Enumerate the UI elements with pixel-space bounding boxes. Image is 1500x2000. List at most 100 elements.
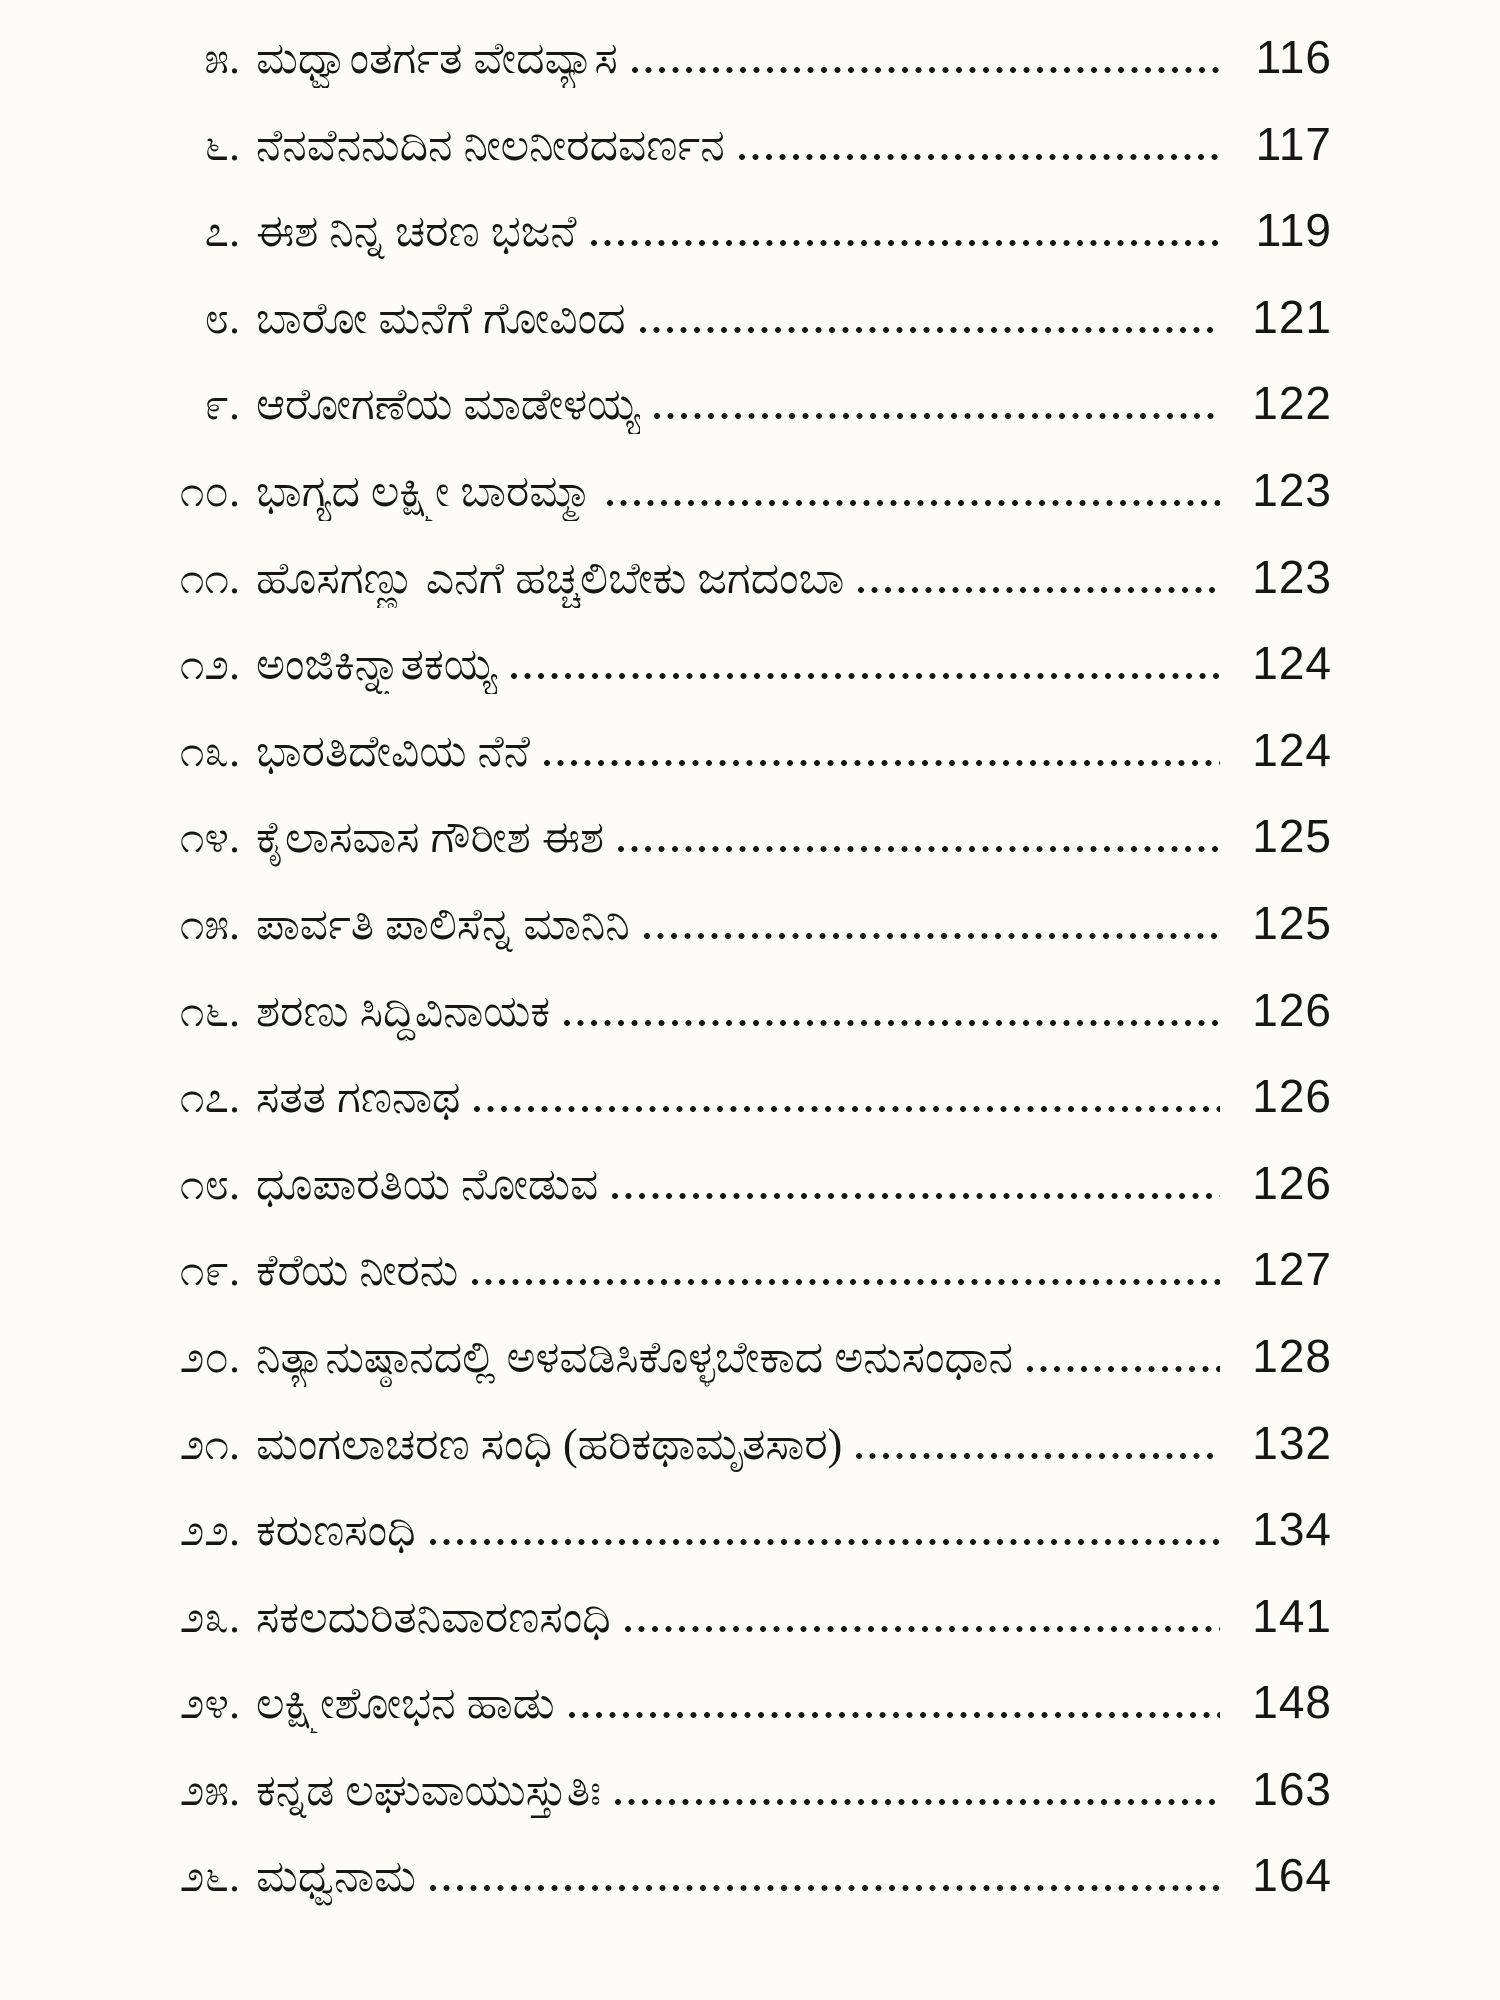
toc-entry-title: ನಿತ್ಯಾನುಷ್ಠಾನದಲ್ಲಿ ಅಳವಡಿಸಿಕೊಳ್ಳಬೇಕಾದ ಅನು… (256, 1332, 1013, 1382)
toc-entry: ೨೦. ನಿತ್ಯಾನುಷ್ಠಾನದಲ್ಲಿ ಅಳವಡಿಸಿಕೊಳ್ಳಬೇಕಾದ… (150, 1327, 1332, 1414)
toc-entry-page: 163 (1252, 1762, 1332, 1815)
toc-entry-page: 119 (1255, 204, 1332, 257)
dot-leader (856, 1452, 1220, 1459)
toc-entry-number: ೬. (204, 120, 240, 170)
toc-entry-page: 148 (1252, 1676, 1332, 1729)
toc-entry-number: ೯. (204, 380, 240, 430)
toc-entry-number: ೧೬. (179, 986, 240, 1036)
toc-entry-page: 128 (1252, 1329, 1332, 1382)
toc-entry-page: 127 (1252, 1243, 1332, 1296)
dot-leader (639, 326, 1220, 333)
dot-leader (544, 759, 1220, 766)
toc-entry-number: ೧೮. (179, 1159, 240, 1209)
toc-entry: ೧೧. ಹೊಸಗಣ್ಣು ಎನಗೆ ಹಚ್ಚಲಿಬೇಕು ಜಗದಂಬಾ 123 (150, 548, 1332, 635)
toc-entry-page: 122 (1252, 377, 1332, 430)
toc-entry-page: 164 (1252, 1849, 1332, 1902)
toc-entry: ೧೮. ಧೂಪಾರತಿಯ ನೋಡುವ 126 (150, 1154, 1332, 1241)
toc-entry: ೯. ಆರೋಗಣೆಯ ಮಾಡೇಳಯ್ಯ 122 (150, 374, 1332, 461)
toc-entry: ೭. ಈಶ ನಿನ್ನ ಚರಣ ಭಜನೆ 119 (150, 201, 1332, 288)
toc-entry: ೫. ಮಧ್ವಾಂತರ್ಗತ ವೇದವ್ಯಾಸ 116 (150, 28, 1332, 115)
toc-entry: ೨೫. ಕನ್ನಡ ಲಘುವಾಯುಸ್ತುತಿಃ 163 (150, 1760, 1332, 1847)
toc-entry-title: ಬಾರೋ ಮನೆಗೆ ಗೋವಿಂದ (256, 293, 626, 343)
toc-entry: ೨೩. ಸಕಲದುರಿತನಿವಾರಣಸಂಧಿ 141 (150, 1587, 1332, 1674)
dot-leader (568, 1712, 1220, 1719)
toc-entry-title: ಹೊಸಗಣ್ಣು ಎನಗೆ ಹಚ್ಚಲಿಬೇಕು ಜಗದಂಬಾ (256, 553, 845, 603)
toc-entry-number: ೨೪. (179, 1679, 240, 1729)
dot-leader (624, 1625, 1220, 1632)
toc-entry-page: 126 (1252, 983, 1332, 1036)
toc-entry-title: ಭಾಗ್ಯದ ಲಕ್ಷ್ಮೀ ಬಾರಮ್ಮಾ (256, 466, 593, 516)
toc-entry-page: 125 (1252, 810, 1332, 863)
toc-entry-title: ಮಧ್ವನಾಮ (256, 1852, 416, 1902)
dot-leader (564, 1019, 1220, 1026)
toc-entry-number: ೨೬. (179, 1852, 240, 1902)
toc-entry: ೧೬. ಶರಣು ಸಿದ್ಧಿವಿನಾಯಕ 126 (150, 981, 1332, 1068)
toc-entry-number: ೭. (204, 207, 240, 257)
toc-entry-number: ೨೦. (179, 1332, 240, 1382)
dot-leader (472, 1279, 1220, 1286)
toc-entry-title: ಕರುಣಸಂಧಿ (256, 1506, 416, 1556)
toc-entry-number: ೨೫. (179, 1765, 240, 1815)
toc-entry-number: ೨೩. (179, 1592, 240, 1642)
toc-entry-number: ೧೩. (179, 726, 240, 776)
toc-entry: ೧೫. ಪಾರ್ವತಿ ಪಾಲಿಸೆನ್ನ ಮಾನಿನಿ 125 (150, 894, 1332, 981)
toc-entry-title: ಸಕಲದುರಿತನಿವಾರಣಸಂಧಿ (256, 1592, 611, 1642)
toc-entry-number: ೧೫. (179, 899, 240, 949)
toc-entry-title: ಶರಣು ಸಿದ್ಧಿವಿನಾಯಕ (256, 986, 551, 1036)
toc-entry: ೮. ಬಾರೋ ಮನೆಗೆ ಗೋವಿಂದ 121 (150, 288, 1332, 375)
dot-leader (429, 1539, 1220, 1546)
toc-entry-number: ೨೨. (179, 1506, 240, 1556)
toc-entry-title: ನೆನವೆನನುದಿನ ನೀಲನೀರದವರ್ಣನ (256, 120, 725, 170)
dot-leader (738, 153, 1220, 160)
toc-entry-title: ಭಾರತಿದೇವಿಯ ನೆನೆ (256, 726, 530, 776)
toc-entry: ೨೧. ಮಂಗಲಾಚರಣ ಸಂಧಿ (ಹರಿಕಥಾಮೃತಸಾರ) 132 (150, 1414, 1332, 1501)
toc-entry-title: ಸತತ ಗಣನಾಥ (256, 1073, 461, 1123)
dot-leader (631, 67, 1220, 73)
toc-entry-title: ಧೂಪಾರತಿಯ ನೋಡುವ (256, 1159, 599, 1209)
toc-entry-title: ಕೈಲಾಸವಾಸ ಗೌರೀಶ ಈಶ (256, 813, 604, 863)
toc-entry-title: ಈಶ ನಿನ್ನ ಚರಣ ಭಜನೆ (256, 207, 577, 257)
toc-entry-page: 121 (1252, 290, 1332, 343)
toc-entry-page: 124 (1252, 637, 1332, 690)
toc-entry-number: ೮. (204, 293, 240, 343)
dot-leader (643, 932, 1220, 939)
dot-leader (858, 586, 1220, 593)
toc-entry-page: 123 (1252, 550, 1332, 603)
dot-leader (654, 413, 1220, 420)
toc-entry-page: 124 (1252, 723, 1332, 776)
toc-entry-page: 123 (1252, 463, 1332, 516)
toc-entry-title: ಅಂಜಿಕಿನ್ನ್ಯಾತಕಯ್ಯ (256, 640, 497, 690)
dot-leader (606, 499, 1220, 506)
toc-entry-title: ಮಧ್ವಾಂತರ್ಗತ ವೇದವ್ಯಾಸ (256, 34, 618, 83)
toc-entry: ೨೬. ಮಧ್ವನಾಮ 164 (150, 1846, 1332, 1933)
toc-entry-page: 141 (1252, 1589, 1332, 1642)
dot-leader (511, 673, 1220, 680)
toc-entry: ೧೭. ಸತತ ಗಣನಾಥ 126 (150, 1067, 1332, 1154)
toc-entry-number: ೧೯. (179, 1246, 240, 1296)
toc-entry-number: ೧೪. (179, 813, 240, 863)
toc-entry-title: ಕೆರೆಯ ನೀರನು (256, 1246, 459, 1296)
dot-leader (1026, 1365, 1220, 1372)
toc-entry-title: ಆರೋಗಣೆಯ ಮಾಡೇಳಯ್ಯ (256, 380, 641, 430)
toc-entry-title: ಕನ್ನಡ ಲಘುವಾಯುಸ್ತುತಿಃ (256, 1765, 602, 1815)
dot-leader (590, 240, 1220, 247)
dot-leader (474, 1106, 1220, 1113)
toc-entry-page: 126 (1252, 1156, 1332, 1209)
toc-entry-title: ಲಕ್ಷ್ಮೀಶೋಭನ ಹಾಡು (256, 1679, 555, 1729)
toc-entry: ೧೨. ಅಂಜಿಕಿನ್ನ್ಯಾತಕಯ್ಯ 124 (150, 634, 1332, 721)
toc-entry-number: ೧೨. (179, 640, 240, 690)
toc-entry-title: ಮಂಗಲಾಚರಣ ಸಂಧಿ (ಹರಿಕಥಾಮೃತಸಾರ) (256, 1419, 843, 1469)
toc-entry-number: ೧೧. (179, 553, 240, 603)
toc-entry: ೧೩. ಭಾರತಿದೇವಿಯ ನೆನೆ 124 (150, 721, 1332, 808)
toc-entry-number: ೧೭. (179, 1073, 240, 1123)
toc-entry: ೧೯. ಕೆರೆಯ ನೀರನು 127 (150, 1240, 1332, 1327)
toc-entry: ೨೪. ಲಕ್ಷ್ಮೀಶೋಭನ ಹಾಡು 148 (150, 1673, 1332, 1760)
toc-entry-title: ಪಾರ್ವತಿ ಪಾಲಿಸೆನ್ನ ಮಾನಿನಿ (256, 899, 630, 949)
dot-leader (615, 1798, 1220, 1805)
toc-entry: ೧೪. ಕೈಲಾಸವಾಸ ಗೌರೀಶ ಈಶ 125 (150, 807, 1332, 894)
toc-entry-page: 134 (1252, 1503, 1332, 1556)
toc-entry: ೧೦. ಭಾಗ್ಯದ ಲಕ್ಷ್ಮೀ ಬಾರಮ್ಮಾ 123 (150, 461, 1332, 548)
toc-entry-page: 117 (1255, 117, 1332, 170)
dot-leader (618, 846, 1220, 853)
